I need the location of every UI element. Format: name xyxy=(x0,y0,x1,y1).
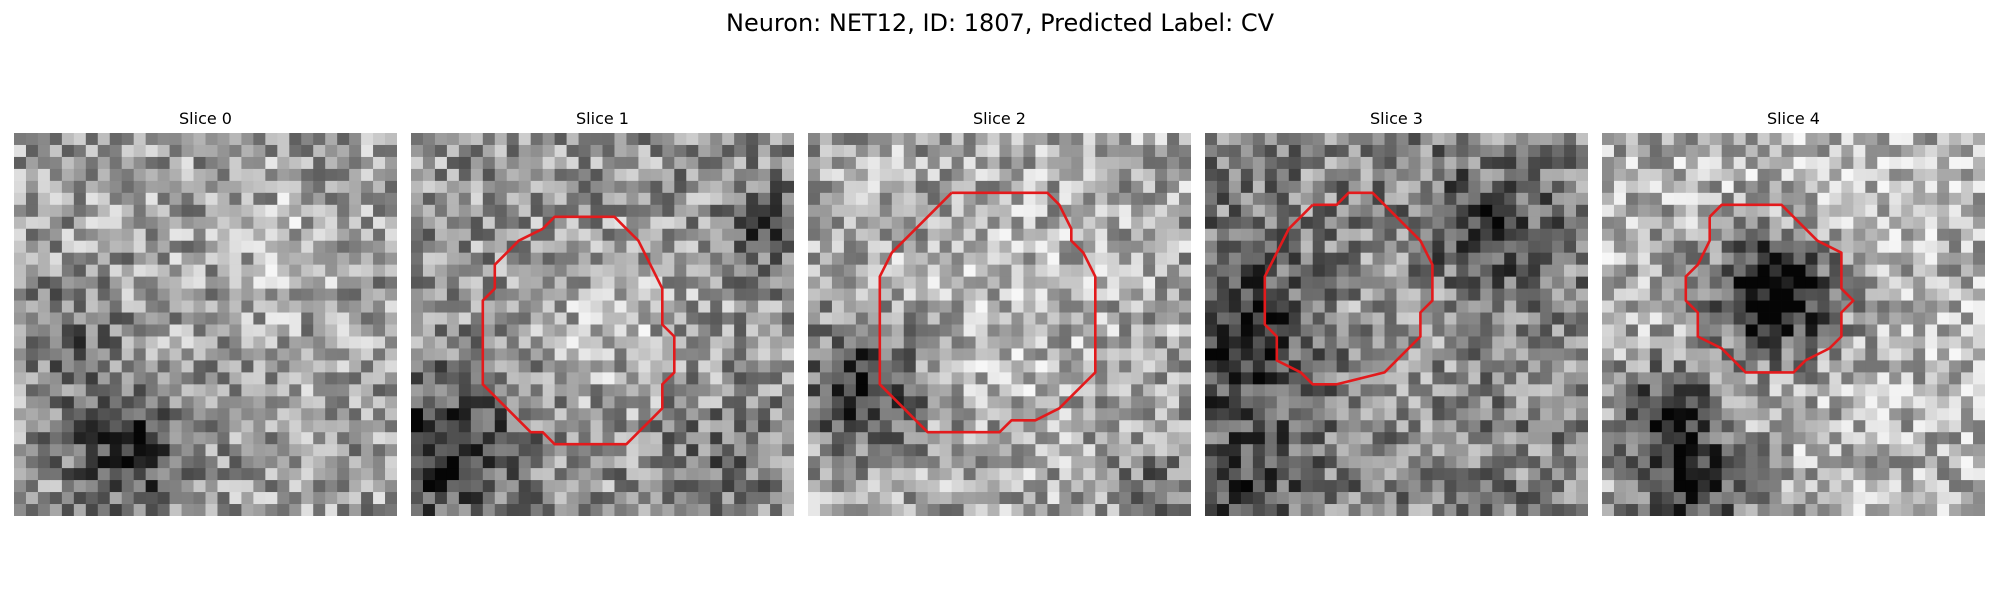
slice-3-pixels xyxy=(1205,133,1588,516)
slice-1-pixels xyxy=(411,133,794,516)
slice-1-image xyxy=(411,133,794,516)
slice-4-image xyxy=(1602,133,1985,516)
slice-2-roi-contour xyxy=(878,191,1097,434)
slice-2-image xyxy=(808,133,1191,516)
slice-3-image xyxy=(1205,133,1588,516)
slice-0-pixels xyxy=(14,133,397,516)
slice-1-roi-contour xyxy=(481,215,676,446)
slice-3-roi-contour xyxy=(1263,191,1434,386)
figure-title: Neuron: NET12, ID: 1807, Predicted Label… xyxy=(726,9,1274,37)
slice-0-title: Slice 0 xyxy=(179,109,232,128)
slice-4-pixels xyxy=(1602,133,1985,516)
slice-4-roi-contour xyxy=(1684,203,1855,374)
slice-2-pixels xyxy=(808,133,1191,516)
slice-1-title: Slice 1 xyxy=(576,109,629,128)
slice-3-title: Slice 3 xyxy=(1370,109,1423,128)
slice-2-title: Slice 2 xyxy=(973,109,1026,128)
slice-4-title: Slice 4 xyxy=(1767,109,1820,128)
slice-0-image xyxy=(14,133,397,516)
